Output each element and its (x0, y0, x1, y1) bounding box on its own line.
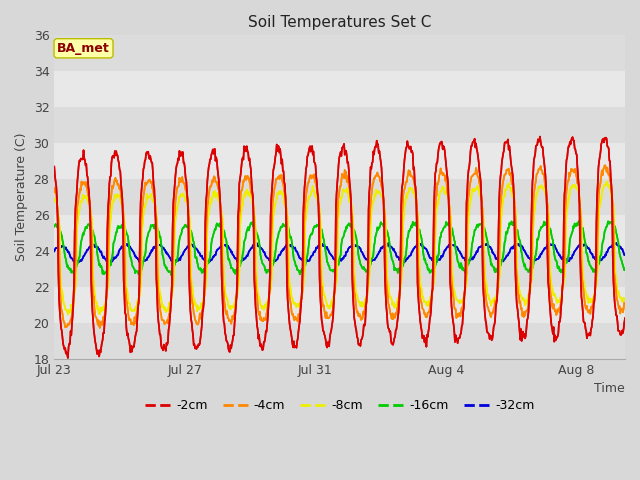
Bar (54, 36, 625, 72)
Y-axis label: Soil Temperature (C): Soil Temperature (C) (15, 133, 28, 262)
Bar (54, 215, 625, 251)
Bar (54, 143, 625, 179)
Bar (54, 107, 625, 143)
Bar (54, 251, 625, 287)
Bar (54, 179, 625, 215)
X-axis label: Time: Time (595, 383, 625, 396)
Legend: -2cm, -4cm, -8cm, -16cm, -32cm: -2cm, -4cm, -8cm, -16cm, -32cm (140, 395, 540, 418)
Bar (54, 72, 625, 107)
Bar (54, 287, 625, 323)
Text: BA_met: BA_met (57, 42, 110, 55)
Title: Soil Temperatures Set C: Soil Temperatures Set C (248, 15, 431, 30)
Bar (54, 323, 625, 359)
